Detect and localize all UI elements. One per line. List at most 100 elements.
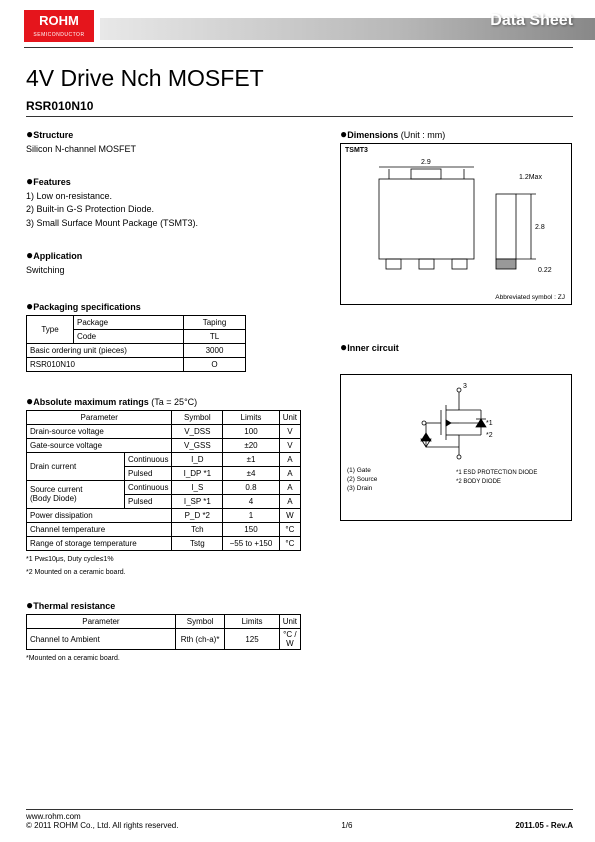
dimensions-unit: (Unit : mm) — [401, 130, 446, 140]
cell: Continuous — [124, 452, 171, 466]
cell: V — [279, 438, 300, 452]
features-heading: ●Features — [26, 174, 321, 188]
packaging-heading: ●Packaging specifications — [26, 299, 321, 313]
cell: 150 — [223, 522, 280, 536]
cell: A — [279, 480, 300, 494]
application-text: Switching — [26, 264, 321, 277]
rohm-logo: ROHM SEMICONDUCTOR — [24, 10, 94, 42]
absmax-table: Parameter Symbol Limits Unit Drain-sourc… — [26, 410, 301, 551]
dimensions-heading-text: Dimensions — [347, 130, 398, 140]
title-rule — [26, 116, 573, 117]
page-title: 4V Drive Nch MOSFET — [26, 65, 264, 92]
cell: Rth (ch-a)* — [175, 629, 224, 650]
cell: Pulsed — [124, 494, 171, 508]
cell: V_DSS — [172, 424, 223, 438]
cell: Basic ordering unit (pieces) — [27, 343, 184, 357]
star2: *2 — [486, 432, 493, 439]
cell: Tstg — [172, 536, 223, 550]
cell: 125 — [225, 629, 279, 650]
hdr: Limits — [225, 615, 279, 629]
application-heading-text: Application — [33, 251, 82, 261]
hdr: Parameter — [27, 615, 176, 629]
cell: Drain current — [27, 452, 125, 480]
cell: 3000 — [184, 343, 246, 357]
cell: Channel temperature — [27, 522, 172, 536]
absmax-cond: (Ta = 25°C) — [151, 397, 197, 407]
star1: *1 — [486, 420, 493, 427]
abbrev-note: Abbreviated symbol : ZJ — [495, 294, 565, 301]
hdr: Parameter — [27, 410, 172, 424]
right-column: ●Dimensions (Unit : mm) TSMT3 2.9 2.8 1.… — [340, 127, 572, 521]
cell: A — [279, 452, 300, 466]
footer-left: www.rohm.com © 2011 ROHM Co., Ltd. All r… — [26, 812, 178, 830]
footer-copyright: © 2011 ROHM Co., Ltd. All rights reserve… — [26, 821, 178, 830]
page-footer: www.rohm.com © 2011 ROHM Co., Ltd. All r… — [26, 809, 573, 830]
pin3: 3 — [463, 383, 467, 390]
cell: 4 — [223, 494, 280, 508]
part-number: RSR010N10 — [26, 99, 93, 113]
thermal-foot: *Mounted on a ceramic board. — [26, 654, 321, 664]
cell: I_S — [172, 480, 223, 494]
header-rule — [24, 47, 573, 48]
pkg-label: TSMT3 — [345, 147, 368, 154]
svg-text:1.2Max: 1.2Max — [519, 174, 542, 181]
cell: Drain-source voltage — [27, 424, 172, 438]
thermal-heading-text: Thermal resistance — [33, 601, 115, 611]
cell: 0.8 — [223, 480, 280, 494]
circuit-icon: 3 *1 *2 — [341, 375, 571, 520]
cell: −55 to +150 — [223, 536, 280, 550]
cell: I_SP *1 — [172, 494, 223, 508]
cell: ±20 — [223, 438, 280, 452]
cell: W — [279, 508, 300, 522]
hdr: Unit — [279, 615, 300, 629]
inner-circuit-diagram: 3 *1 *2 (1) Gate (2) Source (3) Drain *1… — [340, 374, 572, 521]
cell: Range of storage temperature — [27, 536, 172, 550]
pin-gate: (1) Gate — [347, 467, 371, 474]
hdr: Symbol — [172, 410, 223, 424]
dimensions-heading: ●Dimensions (Unit : mm) — [340, 127, 572, 141]
cell: ±4 — [223, 466, 280, 480]
cell: Source current(Body Diode) — [27, 480, 125, 508]
cell: Code — [74, 329, 184, 343]
footer-page: 1/6 — [341, 821, 352, 830]
logo-subtext: SEMICONDUCTOR — [24, 32, 94, 38]
features-heading-text: Features — [33, 177, 71, 187]
cell: 100 — [223, 424, 280, 438]
features-list: 1) Low on-resistance. 2) Built-in G-S Pr… — [26, 190, 321, 231]
hdr: Unit — [279, 410, 300, 424]
feature-item: 1) Low on-resistance. — [26, 190, 321, 204]
cell: P_D *2 — [172, 508, 223, 522]
cell: 1 — [223, 508, 280, 522]
diode2: *2 BODY DIODE — [456, 479, 501, 485]
left-column: ●Structure Silicon N-channel MOSFET ●Fea… — [26, 127, 321, 664]
cell: TL — [184, 329, 246, 343]
svg-text:0.22: 0.22 — [538, 267, 552, 274]
footer-rule — [26, 809, 573, 810]
footer-url: www.rohm.com — [26, 812, 81, 821]
pin-source: (2) Source — [347, 476, 377, 483]
cell: °C — [279, 536, 300, 550]
svg-text:2.9: 2.9 — [421, 159, 431, 166]
footer-rev: 2011.05 - Rev.A — [515, 821, 573, 830]
cell: RSR010N10 — [27, 357, 184, 371]
cell: A — [279, 466, 300, 480]
structure-heading-text: Structure — [33, 130, 73, 140]
absmax-foot2: *2 Mounted on a ceramic board. — [26, 568, 321, 578]
dimensions-diagram: TSMT3 2.9 2.8 1.2Max 0.22 Abbreviated sy… — [340, 143, 572, 305]
package-drawing-icon: 2.9 2.8 1.2Max 0.22 — [341, 144, 571, 304]
cell: °C — [279, 522, 300, 536]
structure-heading: ●Structure — [26, 127, 321, 141]
application-heading: ●Application — [26, 248, 321, 262]
cell: V — [279, 424, 300, 438]
cell: ±1 — [223, 452, 280, 466]
cell: I_D — [172, 452, 223, 466]
data-sheet-label: Data Sheet — [490, 12, 573, 30]
feature-item: 3) Small Surface Mount Package (TSMT3). — [26, 217, 321, 231]
cell: Taping — [184, 315, 246, 329]
cell: Gate-source voltage — [27, 438, 172, 452]
thermal-table: Parameter Symbol Limits Unit Channel to … — [26, 614, 301, 650]
absmax-heading: ●Absolute maximum ratings (Ta = 25°C) — [26, 394, 321, 408]
cell: Package — [74, 315, 184, 329]
inner-heading: ●Inner circuit — [340, 340, 572, 354]
cell: O — [184, 357, 246, 371]
